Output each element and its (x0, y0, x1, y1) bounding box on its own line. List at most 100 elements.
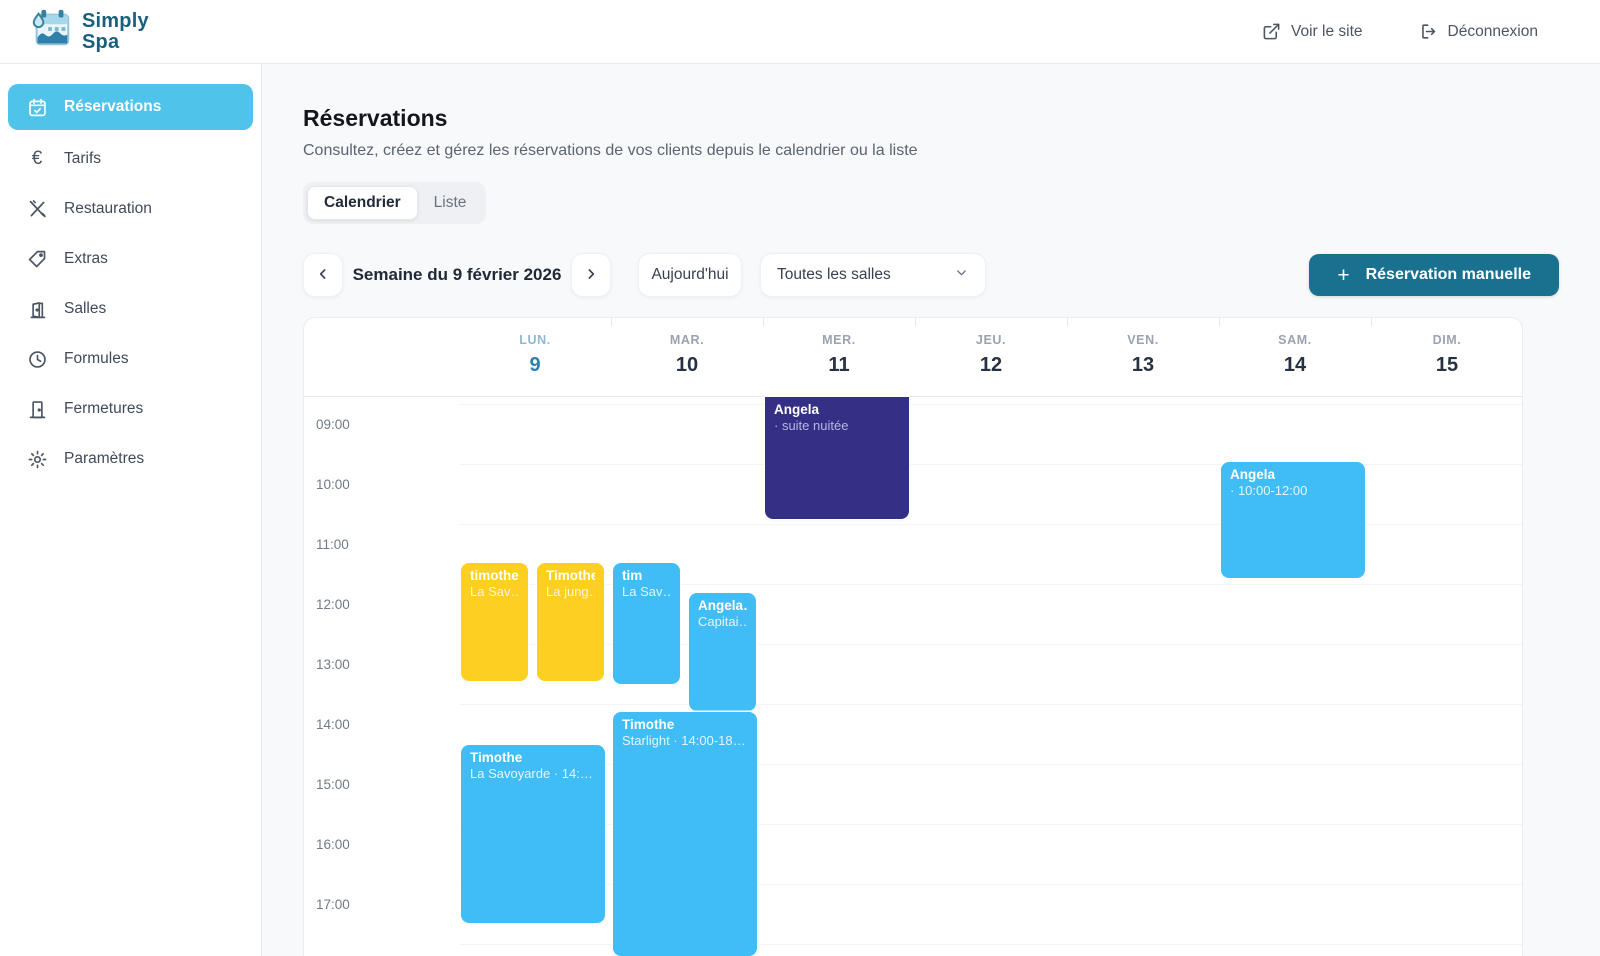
day-header-jeu: JEU. 12 (915, 318, 1067, 397)
event-subtitle: La Savoyarde · 14:… (470, 766, 593, 781)
add-reservation-button[interactable]: + Réservation manuelle (1309, 254, 1559, 296)
event-title: Angela (774, 402, 820, 417)
sidebar-item-parametres[interactable]: Paramètres (8, 434, 253, 484)
day-name: MER. (822, 333, 856, 347)
next-week-button[interactable] (571, 253, 611, 297)
view-switcher: Calendrier Liste (303, 182, 487, 224)
event-subtitle: La Sav… (470, 584, 519, 599)
event-title: Timothe (546, 568, 595, 583)
calendar-day-header: LUN. 9 MAR. 10 MER. 11 JEU. 12 VEN. 13 SAM. 14 DIM. 1… (304, 318, 1522, 397)
column-divider-tick (1371, 318, 1372, 326)
week-label: Semaine du 9 février 2026 (352, 265, 562, 284)
page-title: Réservations (303, 105, 448, 131)
column-divider-tick (1219, 318, 1220, 326)
hour-gridline (459, 464, 1522, 465)
day-name: LUN. (519, 333, 551, 347)
hour-gridline (459, 824, 1522, 825)
chevron-right-icon (583, 266, 599, 285)
event-angela-day5[interactable]: Angela · 10:00-12:00 (1221, 462, 1365, 578)
event-timothe-day0[interactable]: Timothe La Savoyarde · 14:… (461, 745, 605, 923)
time-label: 17:00 (316, 897, 350, 912)
utensils-icon (26, 198, 48, 220)
event-subtitle: Capitai… (698, 614, 747, 629)
day-number: 10 (675, 354, 699, 376)
day-header-mar: MAR. 10 (611, 318, 763, 397)
day-header-sam: SAM. 14 (1219, 318, 1371, 397)
event-angela-day2[interactable]: Angela · suite nuitée (765, 397, 909, 519)
prev-week-button[interactable] (303, 253, 343, 297)
door-open-icon (26, 298, 48, 320)
event-title: timothe (470, 568, 519, 583)
chevron-down-icon (954, 265, 969, 285)
column-divider-tick (611, 318, 612, 326)
today-button[interactable]: Aujourd'hui (638, 253, 742, 297)
event-subtitle: La jung… (546, 584, 595, 599)
hour-gridline (459, 524, 1522, 525)
column-divider-tick (915, 318, 916, 326)
rooms-filter-select[interactable]: Toutes les salles (760, 253, 986, 297)
day-name: JEU. (975, 333, 1007, 347)
event-title: Angela (1230, 467, 1276, 482)
calendar-card: LUN. 9 MAR. 10 MER. 11 JEU. 12 VEN. 13 SAM. 14 DIM. 1… (303, 317, 1523, 956)
topbar-links: Voir le site Déconnexion (1262, 22, 1538, 41)
logout-label: Déconnexion (1447, 22, 1538, 40)
time-label: 09:00 (316, 417, 350, 432)
spa-calendar-logo-icon (28, 6, 74, 57)
chevron-left-icon (315, 266, 331, 285)
logout-icon (1419, 22, 1438, 41)
sidebar-item-label: Salles (64, 300, 107, 317)
sidebar-item-salles[interactable]: Salles (8, 284, 253, 334)
view-site-label: Voir le site (1291, 22, 1363, 40)
tab-calendrier[interactable]: Calendrier (307, 186, 418, 220)
day-number: 13 (1131, 354, 1155, 376)
sidebar-item-label: Tarifs (64, 150, 102, 167)
topbar: Simply Spa Voir le site (0, 0, 1600, 64)
day-header-dim: DIM. 15 (1371, 318, 1522, 397)
sidebar-item-label: Fermetures (64, 400, 144, 417)
event-tim-day1[interactable]: tim La Sav… (613, 563, 680, 684)
event-timothe-day0[interactable]: timothe La Sav… (461, 563, 528, 681)
clock-icon (26, 348, 48, 370)
time-label: 16:00 (316, 837, 350, 852)
column-divider-tick (1067, 318, 1068, 326)
logout-link[interactable]: Déconnexion (1419, 22, 1538, 41)
sidebar-item-extras[interactable]: Extras (8, 234, 253, 284)
sidebar: Réservations € Tarifs Restauration Extras Sal… (0, 64, 262, 956)
hour-gridline (459, 644, 1522, 645)
add-reservation-label: Réservation manuelle (1365, 266, 1531, 283)
sidebar-item-tarifs[interactable]: € Tarifs (8, 134, 253, 184)
main-content: Réservations Consultez, créez et gérez l… (262, 64, 1600, 956)
day-header-mer: MER. 11 (763, 318, 915, 397)
sidebar-item-label: Extras (64, 250, 108, 267)
time-label: 12:00 (316, 597, 350, 612)
euro-icon: € (31, 148, 43, 169)
event-title: Timothe (622, 717, 675, 732)
event-subtitle: La Sav… (622, 584, 671, 599)
day-name: SAM. (1278, 333, 1312, 347)
time-label: 10:00 (316, 477, 350, 492)
event-title: Timothe (470, 750, 523, 765)
event-timothe-day1[interactable]: Timothe Starlight · 14:00-18… (613, 712, 757, 956)
sidebar-item-restauration[interactable]: Restauration (8, 184, 253, 234)
calendar-check-icon (26, 96, 48, 118)
day-name: VEN. (1127, 333, 1159, 347)
sidebar-item-fermetures[interactable]: Fermetures (8, 384, 253, 434)
view-site-link[interactable]: Voir le site (1262, 22, 1363, 41)
time-label: 11:00 (316, 537, 349, 552)
tab-liste[interactable]: Liste (433, 194, 467, 211)
event-angela-day1[interactable]: Angela…Capitai… (689, 593, 756, 711)
plus-icon: + (1337, 263, 1350, 287)
brand-name: Simply Spa (82, 10, 149, 53)
calendar-grid[interactable]: 09:00 10:00 11:00 12:00 13:00 14:00 15:00 16:00… (304, 397, 1522, 956)
page-subtitle: Consultez, créez et gérez les réservatio… (303, 142, 918, 159)
sidebar-item-formules[interactable]: Formules (8, 334, 253, 384)
sidebar-item-reservations[interactable]: Réservations (8, 84, 253, 130)
sidebar-item-label: Réservations (64, 98, 162, 115)
event-subtitle: · suite nuitée (774, 418, 849, 433)
tag-icon (26, 248, 48, 270)
event-title: Angela… (698, 598, 747, 613)
sidebar-item-label: Formules (64, 350, 129, 367)
hour-gridline (459, 584, 1522, 585)
